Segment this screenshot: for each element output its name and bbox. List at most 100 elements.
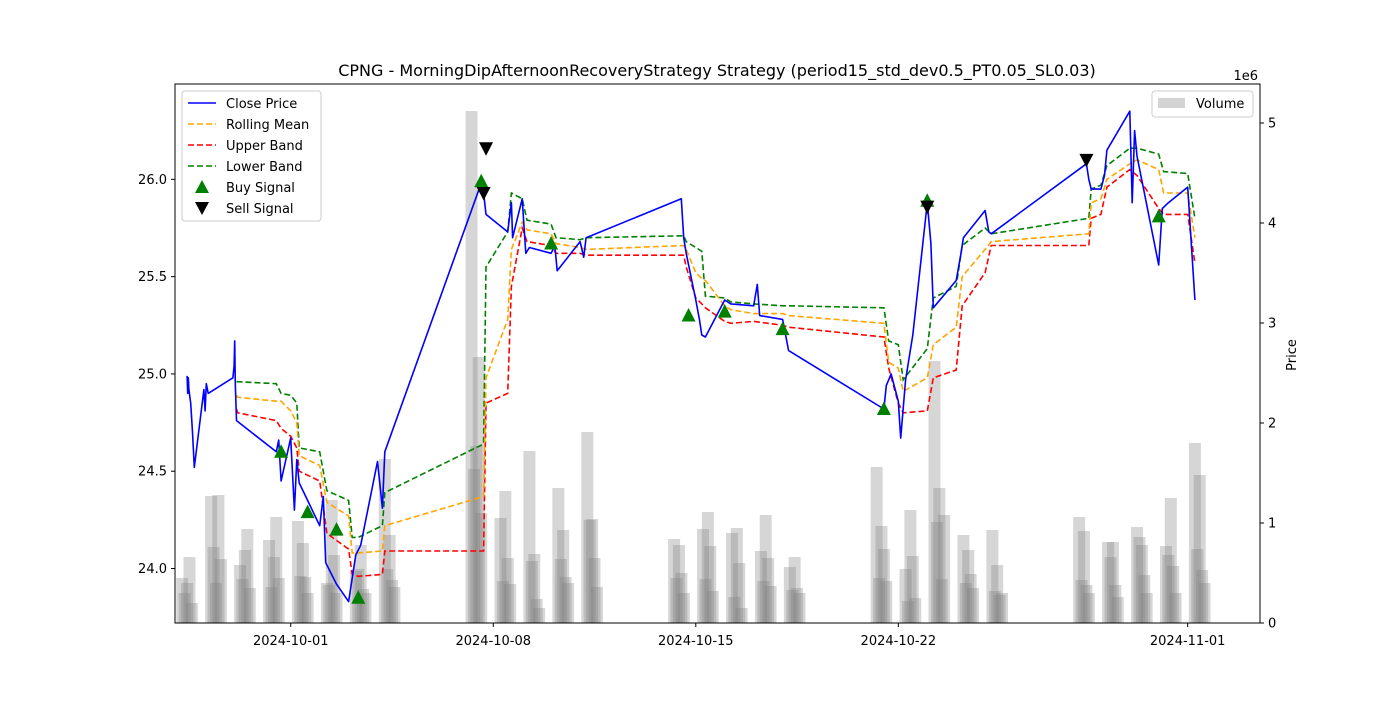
signal-markers xyxy=(274,142,1166,604)
volume-bar xyxy=(1164,498,1177,623)
sell-signal-marker xyxy=(920,200,935,215)
volume-bar xyxy=(1073,517,1086,623)
x-axis: 2024-10-01 2024-10-08 2024-10-15 2024-10-22… xyxy=(253,623,1225,649)
volume-bar xyxy=(178,593,191,623)
volume-bar xyxy=(759,515,772,623)
volume-bar xyxy=(236,579,249,623)
volume-bar xyxy=(906,556,919,623)
volume-bar xyxy=(1140,593,1153,623)
volume-bar xyxy=(383,535,396,623)
volume-bar xyxy=(668,539,681,623)
volume-bar xyxy=(959,583,972,623)
volume-bar xyxy=(499,491,512,623)
volume-bar xyxy=(183,557,196,623)
y-left-tick-label: 25.0 xyxy=(138,367,167,382)
volume-bar xyxy=(504,584,517,623)
y-left-tick-label: 25.5 xyxy=(138,270,167,285)
volume-bar xyxy=(967,588,980,623)
legend-label: Sell Signal xyxy=(226,202,294,217)
volume-bar xyxy=(733,563,746,623)
volume-bar xyxy=(1188,443,1201,623)
volume-bar xyxy=(701,512,714,623)
volume-bar xyxy=(730,528,743,623)
x-tick-label: 2024-10-08 xyxy=(455,634,531,649)
buy-signal-marker xyxy=(351,590,366,604)
volume-bar xyxy=(793,593,806,623)
buy-signal-marker xyxy=(775,321,790,336)
volume-bar xyxy=(1135,545,1148,623)
volume-bar xyxy=(988,591,1001,623)
legend-label: Buy Signal xyxy=(226,181,295,196)
volume-bar xyxy=(265,587,278,623)
volume-bar xyxy=(205,496,218,623)
y-axis-left: 24.0 24.5 25.0 25.5 26.0 xyxy=(138,173,175,577)
volume-bar xyxy=(754,551,767,623)
volume-bar xyxy=(699,579,712,623)
volume-bar xyxy=(1102,542,1115,623)
price-line xyxy=(186,110,1196,603)
volume-bar xyxy=(212,495,225,623)
volume-bar xyxy=(986,530,999,623)
volume-bar xyxy=(877,549,890,623)
buy-signal-marker xyxy=(544,236,559,250)
volume-bar xyxy=(330,593,343,623)
volume-bar xyxy=(873,578,886,623)
volume-bar xyxy=(1191,549,1204,623)
sell-signal-marker xyxy=(476,186,491,201)
volume-bar xyxy=(991,565,1004,623)
volume-bar xyxy=(320,583,333,623)
volume-bar xyxy=(757,581,770,623)
volume-bar xyxy=(697,529,710,623)
volume-bar xyxy=(207,547,220,623)
volume-bar xyxy=(1133,537,1146,623)
volume-bar xyxy=(735,608,748,623)
volume-bar xyxy=(788,557,801,623)
volume-bar xyxy=(1106,542,1119,623)
volume-bar xyxy=(1104,557,1117,623)
volume-bar xyxy=(786,590,799,623)
volume-bar xyxy=(899,569,912,623)
volume-bar xyxy=(1198,583,1211,623)
volume-bar xyxy=(386,580,398,623)
volume-bar xyxy=(1167,566,1180,623)
volume-bar xyxy=(214,559,227,623)
y-right-tick-label: 0 xyxy=(1268,617,1276,632)
buy-signal-marker xyxy=(717,304,732,318)
volume-bar xyxy=(909,598,922,623)
volume-bar xyxy=(996,593,1009,623)
volume-bar xyxy=(501,558,514,623)
volume-bar xyxy=(957,535,970,623)
x-tick-label: 2024-11-01 xyxy=(1150,634,1226,649)
legend-box xyxy=(181,90,322,222)
volume-bar xyxy=(930,522,943,623)
volume-bar xyxy=(588,558,601,623)
right-axis-multiplier: 1e6 xyxy=(1233,69,1258,84)
right-axis-label: Price xyxy=(1285,339,1300,371)
y-left-tick-label: 24.5 xyxy=(138,465,167,480)
volume-bar xyxy=(525,561,538,623)
volume-bar xyxy=(725,533,738,623)
volume-bar xyxy=(791,588,804,623)
volume-bar xyxy=(704,546,717,623)
x-tick-label: 2024-10-15 xyxy=(658,634,734,649)
volume-bar xyxy=(496,581,509,623)
volume-bar xyxy=(552,488,565,623)
volume-bar xyxy=(1138,575,1151,623)
volume-bar xyxy=(181,583,194,623)
volume-bar xyxy=(728,597,741,623)
legend-right: Volume xyxy=(1151,90,1254,118)
volume-bar xyxy=(294,576,307,623)
volume-bar xyxy=(1169,593,1182,623)
volume-bar xyxy=(270,517,283,623)
x-tick-label: 2024-10-22 xyxy=(861,634,937,649)
volume-bar xyxy=(928,361,941,623)
buy-signal-marker xyxy=(1151,208,1166,223)
volume-bar xyxy=(1075,580,1088,623)
volume-bar xyxy=(494,518,507,623)
volume-bar xyxy=(583,520,596,623)
volume-bar xyxy=(467,469,480,623)
volume-bar xyxy=(1131,527,1144,623)
plot-frame xyxy=(174,83,1261,624)
volume-bar xyxy=(964,574,977,623)
